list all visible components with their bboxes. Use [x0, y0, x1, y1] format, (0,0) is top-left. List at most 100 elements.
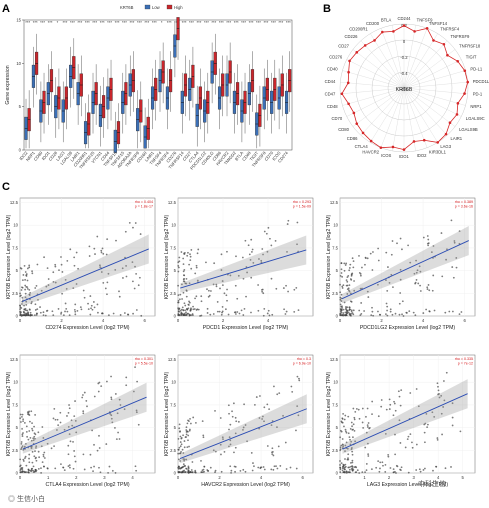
scatter-point	[340, 444, 343, 447]
y-tick-label: 10	[16, 61, 21, 66]
scatter-point	[344, 414, 347, 417]
scatter-point	[125, 265, 127, 267]
scatter-point	[265, 232, 268, 235]
scatter-point	[365, 469, 368, 472]
radar-spoke	[403, 81, 468, 89]
scatter-point	[340, 462, 343, 465]
radar-spoke	[403, 87, 462, 117]
scatter-point	[58, 269, 60, 271]
p-value-label: p = 6.9e-10	[293, 362, 311, 366]
scatter-point	[344, 465, 347, 468]
scatter-point	[231, 410, 233, 413]
scatter-point	[250, 276, 253, 279]
scatter-point	[361, 421, 364, 424]
scatter-point	[270, 468, 273, 471]
scatter-point	[275, 465, 277, 468]
scatter-point	[51, 310, 54, 313]
scatter-point	[355, 407, 358, 410]
scatter-point	[341, 285, 344, 288]
plot-frame	[19, 197, 156, 317]
scatter-point	[390, 253, 393, 256]
scatter-point	[195, 266, 198, 269]
x-tick-label: 4	[260, 475, 263, 480]
scatter-point	[60, 463, 62, 465]
scatter-point	[399, 278, 402, 281]
radar-point	[446, 53, 449, 57]
scatter-point	[22, 418, 25, 421]
scatter-point	[28, 266, 31, 269]
scatter-point	[182, 263, 185, 266]
radar-spoke	[380, 87, 405, 148]
scatter-point	[355, 466, 358, 469]
scatter-point	[90, 304, 93, 307]
scatter-point	[22, 420, 24, 423]
scatter-point	[184, 314, 187, 317]
scatter-point	[23, 470, 25, 473]
scatter-point	[182, 452, 185, 454]
scatter-point	[261, 248, 264, 250]
x-tick-label: 4	[437, 475, 440, 480]
radar-point	[466, 80, 470, 84]
scatter-point	[52, 271, 55, 274]
scatter-point	[23, 314, 26, 316]
scatter-point	[350, 314, 352, 317]
scatter-point	[90, 466, 92, 469]
scatter-point	[367, 453, 370, 456]
scatter-point	[177, 299, 180, 302]
scatter-point	[342, 444, 344, 446]
scatter-point	[60, 256, 62, 258]
scatter-point	[106, 293, 108, 296]
scatter-point	[34, 437, 36, 440]
scatter-point	[365, 431, 368, 434]
scatter-point	[366, 426, 369, 428]
x-tick-label: 1	[363, 475, 366, 480]
scatter-point	[177, 448, 180, 451]
y-tick-label: 5	[19, 104, 22, 109]
rho-label: rho = 0.404	[135, 200, 153, 204]
radar-point	[381, 30, 384, 34]
scatter-point	[411, 441, 413, 444]
scatter-point	[365, 463, 368, 465]
y-tick-label: 7.5	[12, 402, 18, 407]
scatter-point	[453, 240, 456, 242]
scatter-point	[68, 404, 70, 406]
x-tick-label: 2	[380, 318, 383, 323]
scatter-point	[91, 429, 93, 432]
plot-frame	[23, 19, 293, 151]
scatter-point	[21, 433, 24, 436]
scatter-point	[349, 428, 352, 430]
scatter-point	[47, 284, 50, 286]
scatter-point	[366, 257, 369, 260]
scatter-point	[346, 284, 349, 287]
scatter-point	[344, 444, 347, 447]
scatter-point	[366, 442, 369, 445]
radar-tick-label: 0	[403, 39, 406, 44]
scatter-point	[352, 407, 355, 410]
scatter-point	[46, 467, 49, 470]
y-tick-label: 2.5	[12, 291, 18, 296]
scatter-point	[200, 471, 203, 473]
scatter-point	[354, 440, 357, 443]
scatter-point	[179, 435, 182, 438]
scatter-point	[118, 290, 120, 293]
scatter-point	[339, 464, 341, 466]
scatter-point	[367, 296, 370, 298]
scatter-point	[425, 308, 428, 311]
scatter-point	[185, 458, 188, 461]
scatter-point	[415, 279, 418, 281]
scatter-point	[34, 468, 37, 471]
scatter-point	[297, 309, 300, 312]
scatter-point	[378, 470, 381, 473]
scatter-point	[216, 301, 219, 303]
scatter-point	[234, 311, 237, 314]
scatter-point	[40, 445, 43, 448]
scatter-point	[214, 471, 216, 473]
scatter-point	[134, 265, 136, 268]
radar-spoke	[403, 28, 428, 89]
scatter-point	[359, 287, 362, 290]
scatter-point	[348, 436, 351, 439]
scatter-point	[432, 245, 435, 247]
significance-mark: ***	[167, 20, 172, 25]
scatter-point	[21, 413, 24, 416]
scatter-point	[132, 226, 134, 229]
